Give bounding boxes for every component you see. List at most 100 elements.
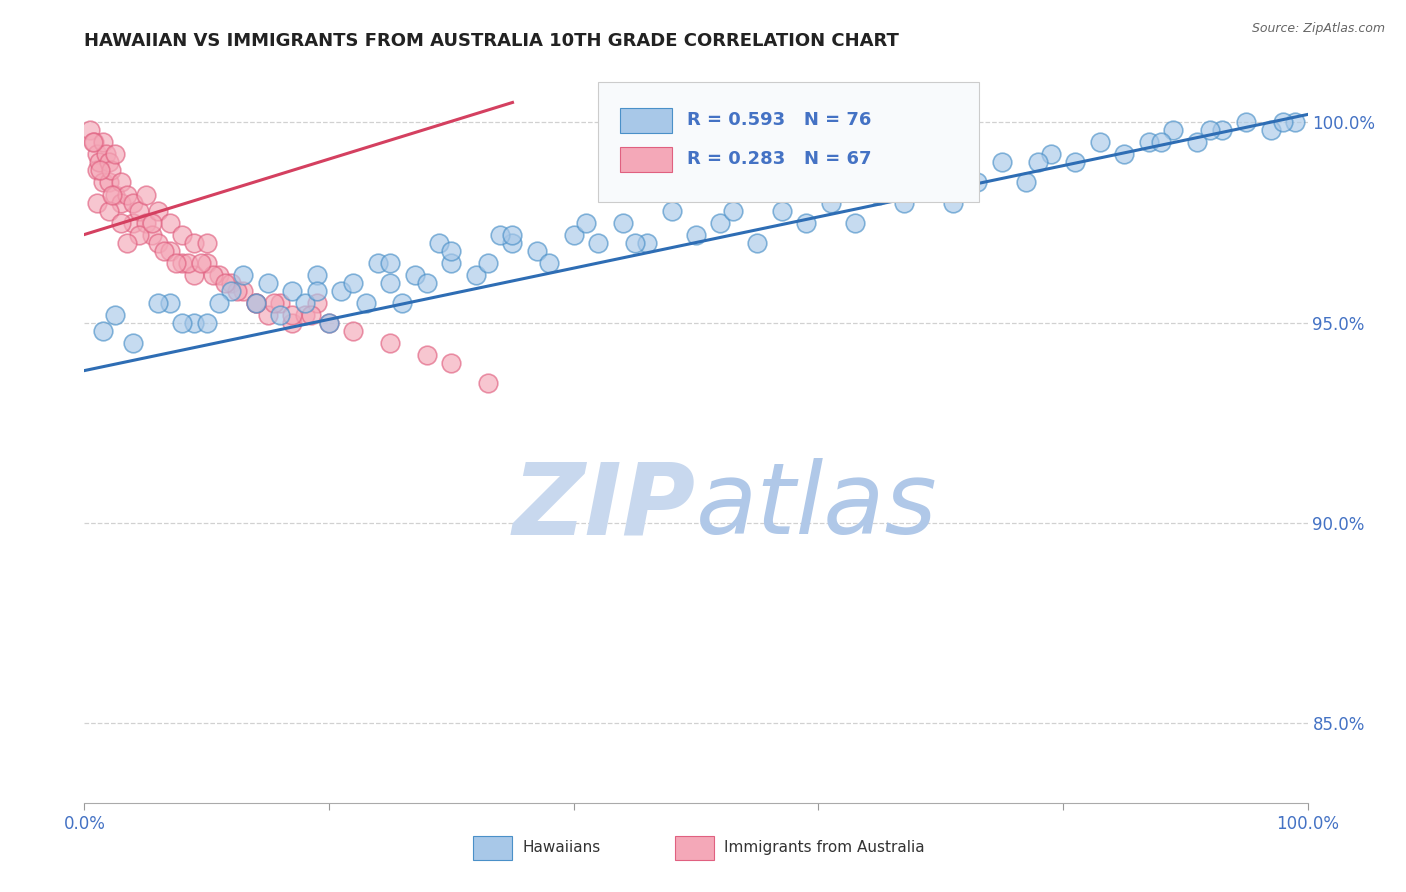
Point [195,235,218,250]
Point [502,227,524,242]
Point [226,284,249,298]
Point [86,195,108,210]
Point [91,176,114,190]
Point [87,155,110,169]
FancyBboxPatch shape [675,836,714,860]
Point [380,335,402,350]
Point [709,215,731,229]
Point [79,123,101,137]
Point [110,215,132,229]
Point [427,235,450,250]
Point [219,284,242,298]
Point [97,155,120,169]
Point [794,215,817,229]
Point [416,348,439,362]
Point [159,244,181,258]
Point [201,268,224,282]
Point [208,268,231,282]
Point [318,316,340,330]
Point [83,136,105,150]
Text: R = 0.593   N = 76: R = 0.593 N = 76 [688,112,872,129]
Point [562,227,585,242]
Point [104,147,127,161]
Point [159,215,181,229]
Point [232,284,254,298]
Point [165,255,187,269]
Point [991,155,1014,169]
Point [612,215,634,229]
Point [97,203,120,218]
Text: Source: ZipAtlas.com: Source: ZipAtlas.com [1251,22,1385,36]
Point [440,255,463,269]
Point [135,215,157,229]
Point [942,195,965,210]
Point [269,295,291,310]
Point [929,176,952,190]
Point [214,276,236,290]
Point [1150,136,1173,150]
Point [101,187,124,202]
Point [128,203,150,218]
Point [1015,176,1038,190]
Point [661,203,683,218]
Point [153,244,176,258]
Point [263,295,285,310]
Point [575,215,598,229]
Point [305,268,328,282]
FancyBboxPatch shape [598,82,979,202]
Point [917,176,939,190]
Point [294,308,316,322]
Point [1211,123,1233,137]
Point [89,163,111,178]
Point [342,324,364,338]
Point [538,255,561,269]
Text: atlas: atlas [696,458,938,555]
Point [1284,115,1306,129]
Point [195,255,218,269]
Point [820,195,842,210]
Point [86,163,108,178]
Point [1114,147,1136,161]
Point [342,276,364,290]
Point [115,187,138,202]
Text: ZIP: ZIP [513,458,696,555]
Point [172,316,194,330]
Point [586,235,609,250]
Point [190,255,212,269]
Point [177,255,200,269]
Text: Immigrants from Australia: Immigrants from Australia [724,840,925,855]
Point [1236,115,1258,129]
Point [318,316,340,330]
Point [281,316,304,330]
Point [128,227,150,242]
Point [1272,115,1295,129]
Point [1161,123,1184,137]
Point [122,335,145,350]
Point [464,268,486,282]
Point [380,255,402,269]
Point [869,187,891,202]
Point [1137,136,1160,150]
Point [685,227,707,242]
Point [135,187,157,202]
Point [294,295,316,310]
Point [489,227,512,242]
Point [747,235,769,250]
Point [104,187,127,202]
Point [208,295,231,310]
Point [299,308,322,322]
Point [354,295,377,310]
FancyBboxPatch shape [474,836,513,860]
Point [115,235,138,250]
Point [721,203,744,218]
Point [141,227,163,242]
Text: HAWAIIAN VS IMMIGRANTS FROM AUSTRALIA 10TH GRADE CORRELATION CHART: HAWAIIAN VS IMMIGRANTS FROM AUSTRALIA 10… [84,32,900,50]
Point [380,276,402,290]
Point [391,295,413,310]
Point [477,255,499,269]
Point [257,276,280,290]
Point [104,308,127,322]
Point [1088,136,1111,150]
Point [367,255,389,269]
Point [257,308,280,322]
